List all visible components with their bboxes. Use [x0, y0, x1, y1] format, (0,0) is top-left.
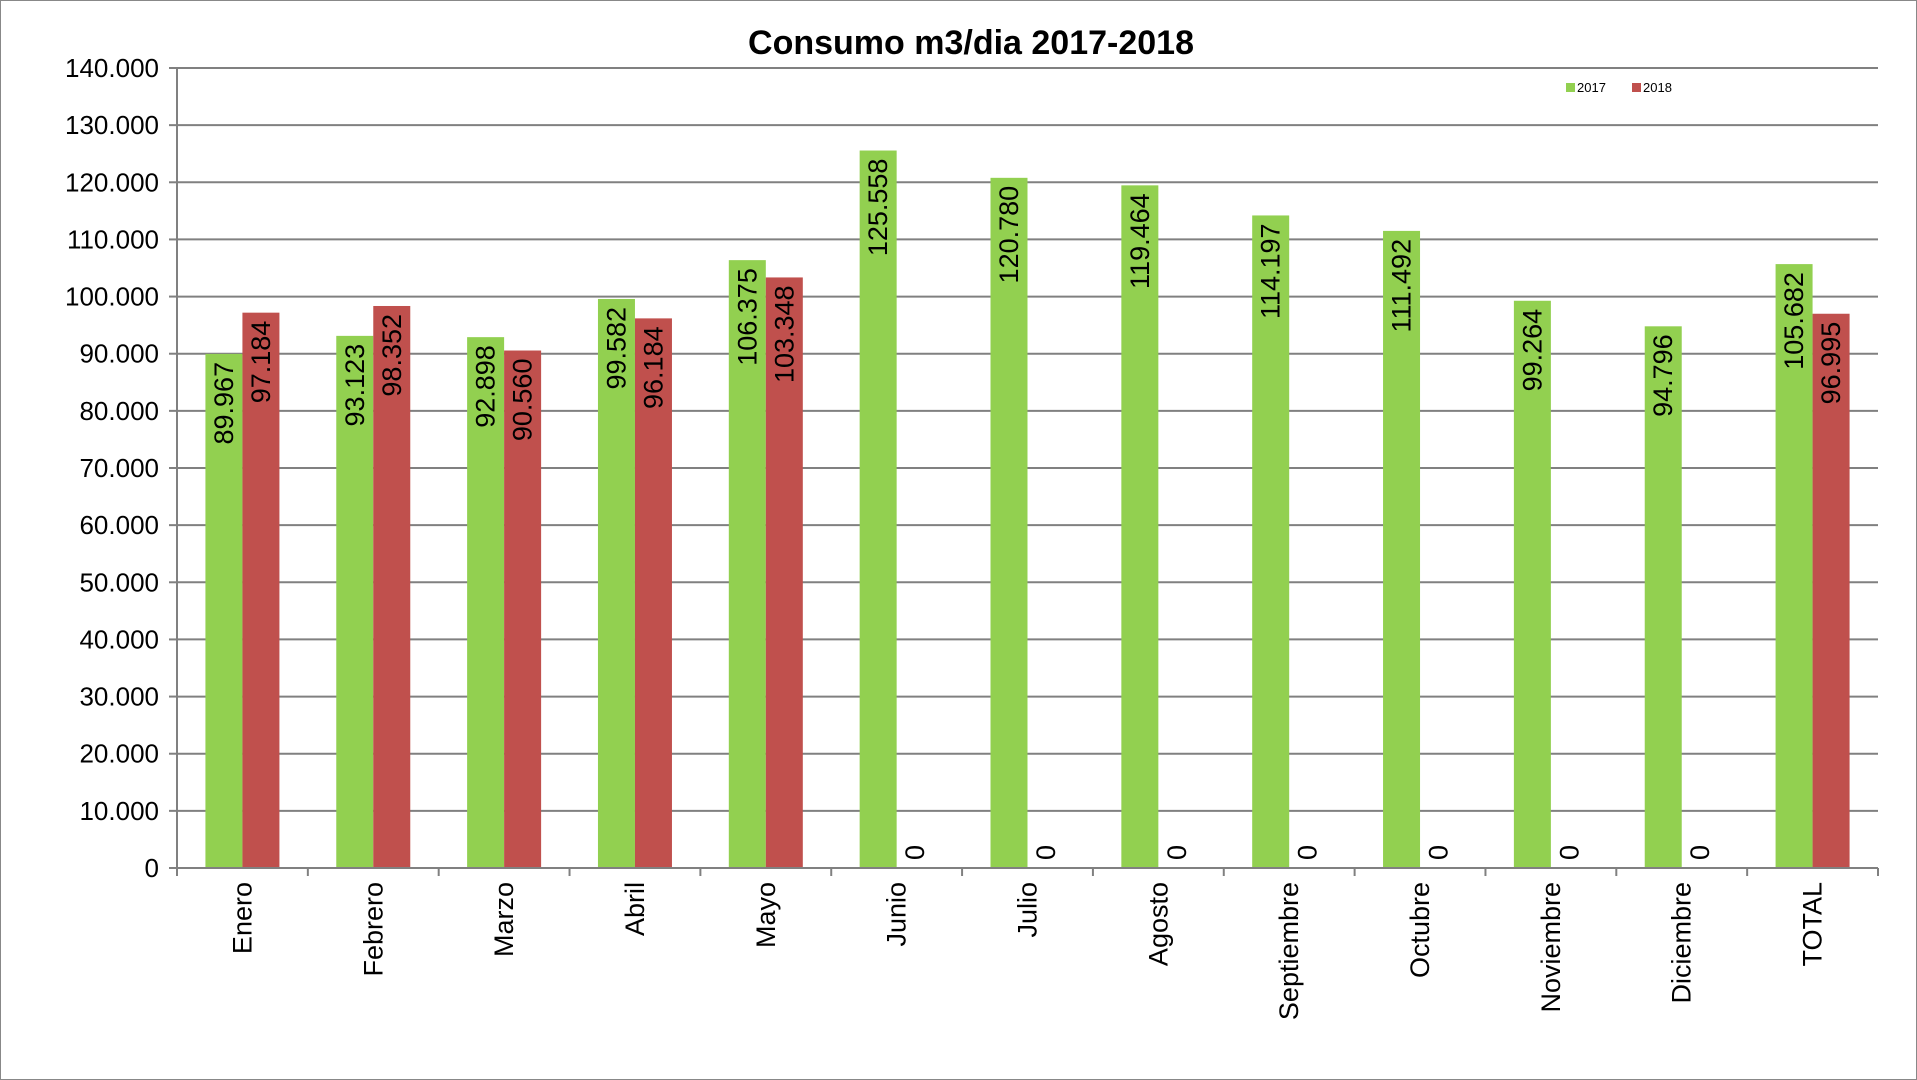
legend: 2017 2018 — [1566, 80, 1672, 95]
legend-swatch-2018 — [1632, 83, 1641, 92]
x-tick-label-mayo: Mayo — [751, 882, 781, 948]
data-label-2018-octubre: 0 — [1424, 845, 1454, 860]
x-tick-label-agosto: Agosto — [1143, 882, 1173, 966]
data-label-2017-julio: 120.780 — [994, 186, 1024, 284]
x-tick-label-total: TOTAL — [1798, 882, 1828, 967]
y-tick-label: 30.000 — [79, 682, 159, 712]
bar-2018-enero — [242, 312, 280, 869]
bar-2017-enero — [205, 353, 243, 869]
bars — [205, 150, 1850, 869]
data-label-2018-febrero: 98.352 — [377, 314, 407, 397]
data-label-2018-mayo: 103.348 — [769, 285, 799, 383]
data-label-2017-mayo: 106.375 — [732, 268, 762, 366]
x-tick-label-febrero: Febrero — [358, 882, 388, 977]
data-label-2018-septiembre: 0 — [1293, 845, 1323, 860]
data-label-2018-junio: 0 — [900, 845, 930, 860]
bar-2018-marzo — [504, 350, 542, 868]
data-label-2017-abril: 99.582 — [601, 307, 631, 390]
legend-label-2017: 2017 — [1577, 80, 1606, 95]
bar-2017-agosto — [1121, 185, 1159, 868]
bar-2017-octubre — [1383, 230, 1421, 869]
data-label-2018-agosto: 0 — [1162, 845, 1192, 860]
x-tick-label-junio: Junio — [882, 882, 912, 947]
y-axis-ticks: 0 10.000 20.000 30.000 40.000 50.000 60.000 70.… — [65, 53, 177, 883]
bar-2018-abril — [634, 318, 672, 868]
bar-2018-total — [1812, 313, 1850, 868]
y-tick-label: 80.000 — [79, 396, 159, 426]
bar-2017-febrero — [336, 335, 374, 869]
x-tick-label-septiembre: Septiembre — [1274, 882, 1304, 1020]
bar-2017-junio — [859, 150, 897, 869]
y-tick-label: 130.000 — [65, 110, 159, 140]
bar-2018-mayo — [765, 277, 803, 868]
data-label-2017-marzo: 92.898 — [471, 345, 501, 428]
data-label-2017-junio: 125.558 — [863, 159, 893, 257]
data-label-2018-total: 96.995 — [1816, 322, 1846, 405]
data-label-2018-abril: 96.184 — [638, 326, 668, 409]
y-tick-label: 10.000 — [79, 796, 159, 826]
axes — [176, 68, 1878, 869]
y-tick-label: 60.000 — [79, 510, 159, 540]
data-label-2017-agosto: 119.464 — [1125, 193, 1155, 289]
legend-swatch-2017 — [1566, 83, 1575, 92]
x-tick-label-octubre: Octubre — [1405, 882, 1435, 978]
x-tick-label-enero: Enero — [227, 882, 257, 954]
data-label-2017-octubre: 111.492 — [1387, 239, 1417, 333]
data-label-2017-noviembre: 99.264 — [1517, 309, 1547, 392]
data-label-2018-julio: 0 — [1031, 845, 1061, 860]
bar-2017-marzo — [467, 337, 505, 868]
data-label-2018-diciembre: 0 — [1685, 845, 1715, 860]
data-label-2017-diciembre: 94.796 — [1648, 334, 1678, 417]
bar-2017-abril — [597, 298, 635, 869]
data-label-2018-noviembre: 0 — [1554, 845, 1584, 860]
x-tick-label-noviembre: Noviembre — [1536, 882, 1566, 1013]
x-tick-label-julio: Julio — [1013, 882, 1043, 938]
x-tick-label-abril: Abril — [620, 882, 650, 936]
bar-2017-septiembre — [1252, 215, 1290, 869]
data-label-2018-marzo: 90.560 — [508, 359, 538, 442]
x-axis-ticks: Enero Febrero Marzo Abril Mayo Junio Julio Agos… — [176, 868, 1879, 1020]
y-tick-label: 50.000 — [79, 567, 159, 597]
y-tick-label: 70.000 — [79, 453, 159, 483]
x-tick-label-marzo: Marzo — [489, 882, 519, 957]
y-tick-label: 110.000 — [67, 224, 159, 254]
y-tick-label: 140.000 — [65, 53, 159, 83]
legend-label-2018: 2018 — [1643, 80, 1672, 95]
data-label-2017-septiembre: 114.197 — [1256, 223, 1286, 319]
bar-2017-mayo — [728, 260, 766, 869]
chart-title: Consumo m3/dia 2017-2018 — [748, 24, 1194, 62]
data-label-2017-total: 105.682 — [1779, 272, 1809, 370]
y-tick-label: 0 — [145, 853, 159, 883]
y-tick-label: 90.000 — [79, 339, 159, 369]
bar-2018-febrero — [373, 305, 411, 868]
data-label-2017-enero: 89.967 — [209, 362, 239, 445]
bar-2017-total — [1775, 264, 1813, 868]
y-tick-label: 40.000 — [79, 624, 159, 654]
y-tick-label: 120.000 — [65, 167, 159, 197]
bar-2017-diciembre — [1644, 326, 1682, 868]
y-tick-label: 100.000 — [65, 282, 159, 312]
y-tick-label: 20.000 — [79, 739, 159, 769]
data-labels: 89.967 97.184 93.123 98.352 92.898 90.560 99.5… — [209, 159, 1846, 861]
data-label-2017-febrero: 93.123 — [340, 344, 370, 427]
x-tick-label-diciembre: Diciembre — [1667, 882, 1697, 1004]
bar-2017-julio — [990, 177, 1028, 869]
bar-2017-noviembre — [1513, 300, 1551, 869]
data-label-2018-enero: 97.184 — [246, 321, 276, 404]
